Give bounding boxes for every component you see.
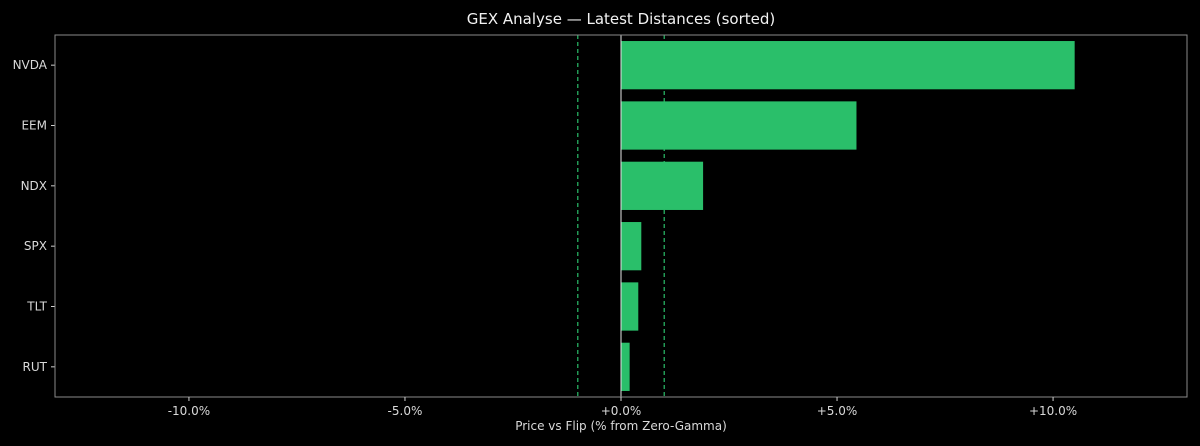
bar-tlt	[621, 282, 639, 331]
x-axis-label: Price vs Flip (% from Zero-Gamma)	[515, 419, 727, 433]
y-tick-label-spx: SPX	[24, 239, 47, 253]
x-tick-label-3: +5.0%	[817, 404, 858, 418]
bar-eem	[621, 101, 857, 150]
plot-area: NVDA EEM NDX SPX TLT RUT -10.0% -5.0% +0.0% +5.0%…	[13, 34, 1188, 418]
y-tick-label-ndx: NDX	[21, 179, 47, 193]
bar-spx	[621, 222, 642, 271]
x-tick-label-0: -10.0%	[168, 404, 210, 418]
bar-nvda	[621, 41, 1075, 90]
y-tick-label-rut: RUT	[23, 360, 48, 374]
y-tick-label-nvda: NVDA	[13, 58, 48, 72]
x-tick-label-2: +0.0%	[601, 404, 642, 418]
bar-ndx	[621, 161, 704, 210]
chart-title: GEX Analyse — Latest Distances (sorted)	[467, 10, 776, 28]
y-tick-label-eem: EEM	[21, 119, 47, 133]
x-tick-label-4: +10.0%	[1029, 404, 1077, 418]
bar-rut	[621, 342, 630, 391]
x-tick-label-1: -5.0%	[388, 404, 423, 418]
y-tick-label-tlt: TLT	[26, 300, 47, 314]
